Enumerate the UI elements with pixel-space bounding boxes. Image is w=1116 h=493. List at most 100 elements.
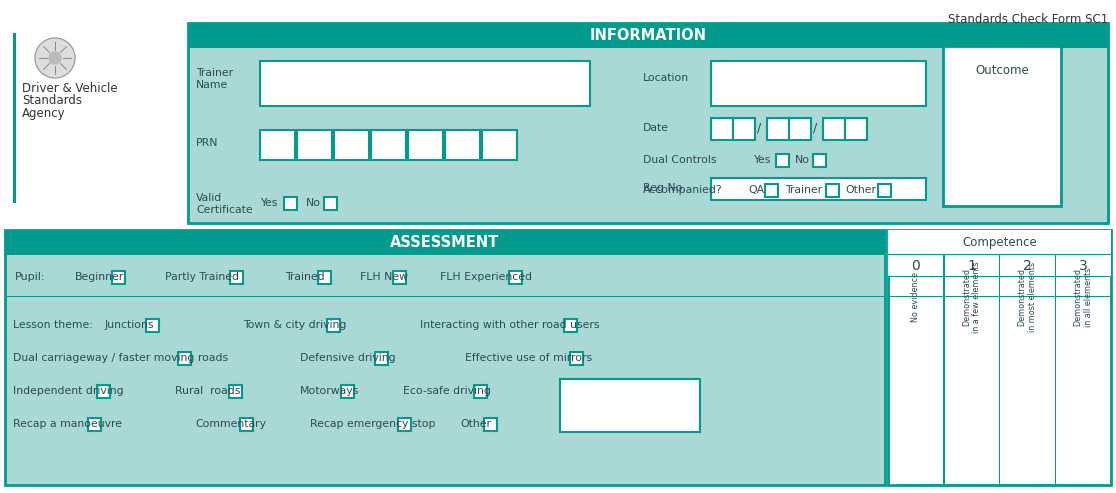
- Bar: [240, 418, 253, 431]
- Bar: [187, 23, 1108, 223]
- Text: Reg No.: Reg No.: [643, 183, 685, 193]
- Text: /: /: [812, 121, 817, 135]
- Bar: [340, 385, 354, 398]
- Bar: [767, 118, 789, 140]
- Text: PRN: PRN: [196, 138, 219, 148]
- Text: 3: 3: [1079, 259, 1087, 273]
- Bar: [1055, 255, 1056, 485]
- Text: 1: 1: [968, 259, 976, 273]
- Bar: [4, 295, 885, 297]
- Text: Commentary: Commentary: [195, 419, 266, 429]
- Bar: [260, 61, 590, 106]
- Text: Yes: Yes: [260, 198, 278, 208]
- Bar: [560, 379, 700, 432]
- Text: Town & city driving: Town & city driving: [243, 320, 346, 330]
- Text: Location: Location: [643, 73, 689, 83]
- Bar: [260, 130, 295, 160]
- Bar: [711, 118, 733, 140]
- Bar: [733, 118, 756, 140]
- Text: /: /: [757, 121, 761, 135]
- Bar: [826, 184, 839, 197]
- Text: Name: Name: [196, 80, 229, 90]
- Text: Trainer: Trainer: [196, 68, 233, 78]
- Bar: [146, 319, 158, 332]
- Text: FLH New: FLH New: [360, 272, 408, 282]
- Bar: [845, 118, 867, 140]
- Bar: [371, 130, 406, 160]
- Text: Accompanied?: Accompanied?: [643, 185, 723, 195]
- Bar: [888, 230, 1112, 255]
- Text: Effective use of mirrors: Effective use of mirrors: [465, 353, 593, 363]
- Text: Rural  roads: Rural roads: [175, 386, 240, 396]
- Bar: [564, 319, 577, 332]
- Bar: [408, 130, 443, 160]
- Text: Trainer: Trainer: [785, 185, 822, 195]
- Text: Other: Other: [460, 419, 491, 429]
- Bar: [474, 385, 487, 398]
- Bar: [888, 276, 1112, 277]
- Text: Standards: Standards: [22, 95, 81, 107]
- Bar: [764, 184, 778, 197]
- Bar: [482, 130, 517, 160]
- Bar: [4, 230, 885, 255]
- Text: Defensive driving: Defensive driving: [300, 353, 396, 363]
- Text: No: No: [795, 155, 810, 165]
- Text: Demonstrated
in most elements: Demonstrated in most elements: [1018, 262, 1037, 332]
- Text: Certificate: Certificate: [196, 205, 252, 215]
- Bar: [888, 295, 1112, 297]
- Circle shape: [35, 38, 75, 78]
- Text: INFORMATION: INFORMATION: [589, 28, 706, 43]
- Text: Yes: Yes: [753, 155, 770, 165]
- Text: 2: 2: [1023, 259, 1032, 273]
- Text: Motorways: Motorways: [300, 386, 359, 396]
- Text: 0: 0: [912, 259, 921, 273]
- Text: Interacting with other road users: Interacting with other road users: [420, 320, 599, 330]
- Text: Partly Trained: Partly Trained: [165, 272, 239, 282]
- Bar: [375, 352, 388, 365]
- Bar: [230, 271, 242, 284]
- Bar: [393, 271, 406, 284]
- Bar: [187, 23, 1108, 48]
- Text: Other: Other: [845, 185, 876, 195]
- Text: Demonstrated
in a few elements: Demonstrated in a few elements: [962, 261, 981, 333]
- Bar: [324, 197, 337, 210]
- Bar: [445, 130, 480, 160]
- Bar: [229, 385, 241, 398]
- Text: Eco-safe driving: Eco-safe driving: [403, 386, 491, 396]
- Text: Driver & Vehicle: Driver & Vehicle: [22, 81, 117, 95]
- Text: Lesson theme:: Lesson theme:: [13, 320, 93, 330]
- Bar: [570, 352, 584, 365]
- Bar: [327, 319, 339, 332]
- Bar: [943, 255, 944, 485]
- Text: Recap a manoeuvre: Recap a manoeuvre: [13, 419, 122, 429]
- Bar: [878, 184, 891, 197]
- Circle shape: [49, 52, 61, 64]
- Bar: [822, 118, 845, 140]
- Bar: [179, 352, 192, 365]
- Bar: [113, 271, 125, 284]
- Text: Trained: Trained: [285, 272, 325, 282]
- Text: Competence: Competence: [962, 236, 1037, 249]
- Bar: [297, 130, 331, 160]
- Bar: [711, 178, 926, 200]
- Text: Pupil:: Pupil:: [15, 272, 46, 282]
- Text: Demonstrated
in all elements: Demonstrated in all elements: [1074, 267, 1093, 327]
- Text: Dual Controls: Dual Controls: [643, 155, 716, 165]
- Text: Agency: Agency: [22, 107, 66, 120]
- Bar: [509, 271, 522, 284]
- Text: Recap emergency stop: Recap emergency stop: [310, 419, 435, 429]
- Bar: [776, 154, 789, 167]
- Text: Outcome: Outcome: [975, 64, 1029, 76]
- Text: Beginner: Beginner: [75, 272, 124, 282]
- Bar: [711, 61, 926, 106]
- Bar: [13, 33, 16, 203]
- Bar: [88, 418, 102, 431]
- Text: Independent driving: Independent driving: [13, 386, 124, 396]
- Text: Valid: Valid: [196, 193, 222, 203]
- Text: ASSESSMENT: ASSESSMENT: [391, 235, 500, 250]
- Text: No: No: [306, 198, 321, 208]
- Bar: [812, 154, 826, 167]
- Text: Date: Date: [643, 123, 668, 133]
- Text: Junctions: Junctions: [105, 320, 154, 330]
- Bar: [789, 118, 811, 140]
